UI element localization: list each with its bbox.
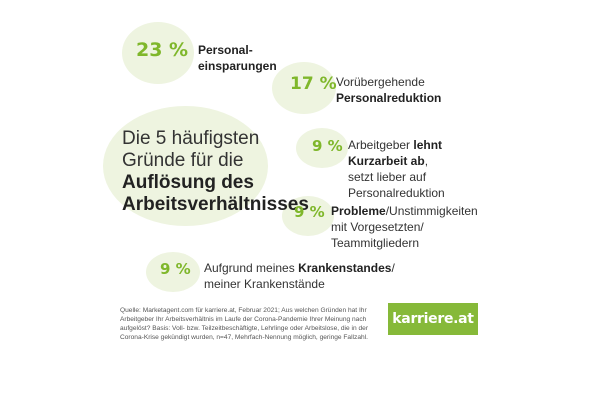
source-line-4: Corona-Krise gekündigt wurden, n=47, Meh… xyxy=(120,334,368,341)
title-line-4: Arbeitsverhältnisses xyxy=(122,194,309,215)
source-line-3: aufgelöst? Basis: Voll- bzw. Teilzeitbes… xyxy=(120,325,369,332)
karriere-logo: karriere.at xyxy=(388,303,478,335)
percent-label-3: 9 % xyxy=(312,137,343,155)
blob-9b xyxy=(282,196,334,236)
percent-label-2: 17 % xyxy=(290,74,337,94)
reason-2-bold-2: Personalreduktion xyxy=(336,91,442,105)
blob-9a xyxy=(296,128,348,168)
reason-3-bold-1: lehnt xyxy=(413,138,443,152)
reason-3-post-2: , xyxy=(424,154,429,168)
reason-4-line-3: Teammitgliedern xyxy=(331,236,420,250)
percent-label-4: 9 % xyxy=(294,203,325,221)
reason-4-bold-1: Probleme xyxy=(331,204,386,218)
reason-4-line-2: mit Vorgesetzten/ xyxy=(331,220,424,234)
reason-text-2: Vorübergehende Personalreduktion xyxy=(336,74,441,106)
title-line-3: Auflösung des xyxy=(122,172,254,193)
reason-2-line-1: Vorübergehende xyxy=(336,75,425,89)
reason-3-bold-2: Kurzarbeit ab xyxy=(348,154,425,168)
reason-text-4: Probleme/Unstimmigkeiten mit Vorgesetzte… xyxy=(331,203,478,251)
percent-label-5: 9 % xyxy=(160,260,191,278)
source-note: Quelle: Marketagent.com für karriere.at,… xyxy=(120,306,382,342)
reason-1-bold-2: einsparungen xyxy=(198,59,277,73)
reason-5-pre-1: Aufgrund meines xyxy=(204,261,299,275)
reason-4-post-1: /Unstimmigkeiten xyxy=(385,204,478,218)
chart-title: Die 5 häufigsten Gründe für die Auflösun… xyxy=(122,128,312,216)
reason-5-line-2: meiner Krankenstände xyxy=(204,277,325,291)
reason-3-pre-1: Arbeitgeber xyxy=(348,138,414,152)
source-line-2: Arbeitgeber Ihr Arbeitsverhältnis im Lau… xyxy=(120,316,367,323)
blob-9c xyxy=(146,252,200,292)
blob-17 xyxy=(272,62,336,114)
percent-label-1: 23 % xyxy=(136,39,189,61)
source-line-1: Quelle: Marketagent.com für karriere.at,… xyxy=(120,307,367,314)
reason-text-5: Aufgrund meines Krankenstandes/ meiner K… xyxy=(204,260,395,292)
reason-1-bold-1: Personal- xyxy=(198,43,253,57)
reason-5-bold-1: Krankenstandes xyxy=(298,261,392,275)
logo-text: karriere.at xyxy=(392,311,474,327)
reason-5-post-1: / xyxy=(391,261,395,275)
blob-title xyxy=(103,106,268,226)
reason-3-line-4: Personalreduktion xyxy=(348,186,445,200)
reason-3-line-3: setzt lieber auf xyxy=(348,170,427,184)
title-line-1: Die 5 häufigsten xyxy=(122,128,260,149)
reason-text-3: Arbeitgeber lehnt Kurzarbeit ab, setzt l… xyxy=(348,137,445,201)
blob-23 xyxy=(122,22,194,84)
title-line-2: Gründe für die xyxy=(122,150,244,171)
reason-text-1: Personal- einsparungen xyxy=(198,42,277,74)
